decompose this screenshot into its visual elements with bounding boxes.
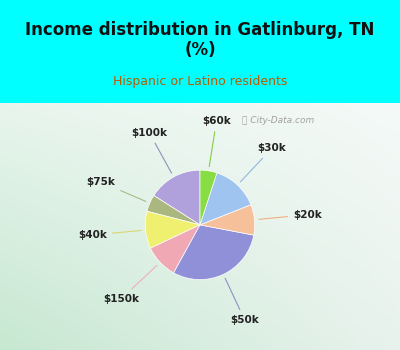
Wedge shape xyxy=(147,196,200,225)
Wedge shape xyxy=(174,225,254,280)
Text: $150k: $150k xyxy=(103,265,157,304)
Text: ⓘ City-Data.com: ⓘ City-Data.com xyxy=(242,116,314,125)
Text: $20k: $20k xyxy=(259,210,322,220)
Text: $75k: $75k xyxy=(86,177,146,202)
Text: $100k: $100k xyxy=(132,128,172,173)
Text: $50k: $50k xyxy=(225,278,259,325)
Wedge shape xyxy=(200,170,217,225)
Text: Income distribution in Gatlinburg, TN
(%): Income distribution in Gatlinburg, TN (%… xyxy=(25,21,375,60)
Wedge shape xyxy=(154,170,200,225)
Wedge shape xyxy=(200,205,255,235)
Text: Hispanic or Latino residents: Hispanic or Latino residents xyxy=(113,75,287,88)
Wedge shape xyxy=(200,173,251,225)
Text: $30k: $30k xyxy=(240,144,286,182)
Text: $40k: $40k xyxy=(78,230,141,240)
Text: $60k: $60k xyxy=(202,116,231,167)
Wedge shape xyxy=(145,211,200,248)
Wedge shape xyxy=(150,225,200,273)
